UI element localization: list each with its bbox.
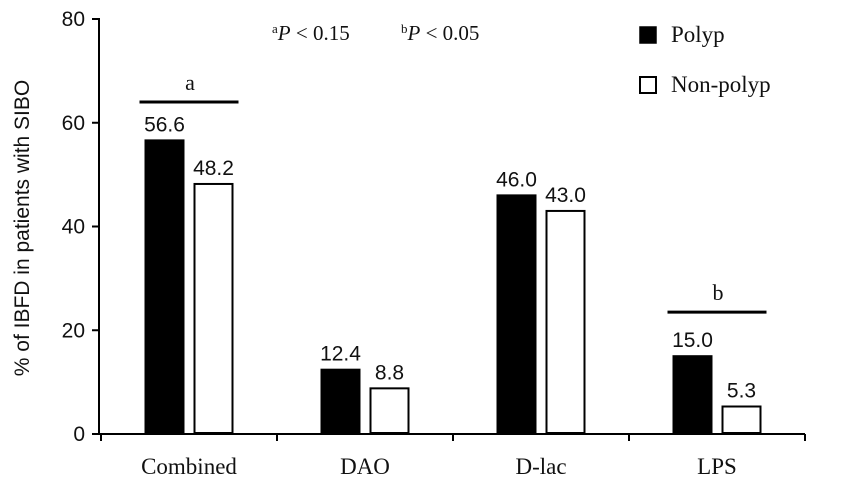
y-tick-label: 80 — [62, 8, 85, 31]
x-category-label: D-lac — [515, 454, 566, 479]
note-b-superscript: b — [401, 21, 408, 36]
x-axis: Combined DAO D-lac LPS — [99, 433, 806, 479]
bar-value-label: 48.2 — [193, 157, 234, 180]
note-b-symbol: P — [407, 21, 421, 45]
bar-polyp — [320, 368, 361, 434]
significance-markers: ab — [139, 70, 767, 314]
legend-swatch-polyp — [639, 26, 657, 44]
y-tick-label: 20 — [62, 319, 85, 342]
bar-value-label: 46.0 — [496, 168, 537, 191]
y-axis: 0 20 40 60 80 — [62, 8, 100, 446]
bar-non-polyp — [721, 405, 762, 435]
bar-value-label: 15.0 — [672, 329, 713, 352]
bars: 56.6 12.4 46.0 15.0 48.2 8.8 43.0 5.3 — [144, 113, 762, 435]
y-tick-label: 0 — [73, 423, 85, 446]
significance-note-a: aP < 0.15 — [272, 21, 350, 45]
significance-note-b: bP < 0.05 — [401, 21, 479, 45]
bar-value-label: 8.8 — [375, 361, 404, 384]
bar-polyp — [144, 139, 185, 434]
y-tick-label: 40 — [62, 216, 85, 239]
note-a-symbol: P — [277, 21, 291, 45]
bar-value-label: 12.4 — [320, 343, 361, 366]
bar-non-polyp — [545, 209, 586, 434]
bar-polyp — [496, 194, 537, 434]
legend-swatch-non-polyp — [639, 76, 657, 94]
bar-polyp — [672, 355, 713, 434]
x-category-label: Combined — [141, 454, 237, 479]
legend-label-polyp: Polyp — [671, 22, 725, 47]
note-a-superscript: a — [272, 21, 278, 36]
bar-non-polyp — [369, 387, 410, 435]
x-category-label: DAO — [340, 454, 390, 479]
note-b-text: < 0.05 — [420, 21, 479, 45]
bar-value-label: 56.6 — [144, 113, 185, 136]
y-axis-title: % of IBFD in patients with SIBO — [11, 80, 34, 376]
x-category-label: LPS — [697, 454, 737, 479]
significance-letter: a — [185, 70, 195, 95]
legend-label-non-polyp: Non-polyp — [671, 72, 771, 97]
bar-non-polyp — [193, 182, 234, 434]
y-tick-label: 60 — [62, 112, 85, 135]
significance-letter: b — [713, 280, 724, 305]
bar-value-label: 43.0 — [545, 184, 586, 207]
bar-value-label: 5.3 — [727, 380, 756, 403]
note-a-text: < 0.15 — [291, 21, 350, 45]
legend: Polyp Non-polyp — [639, 22, 771, 97]
